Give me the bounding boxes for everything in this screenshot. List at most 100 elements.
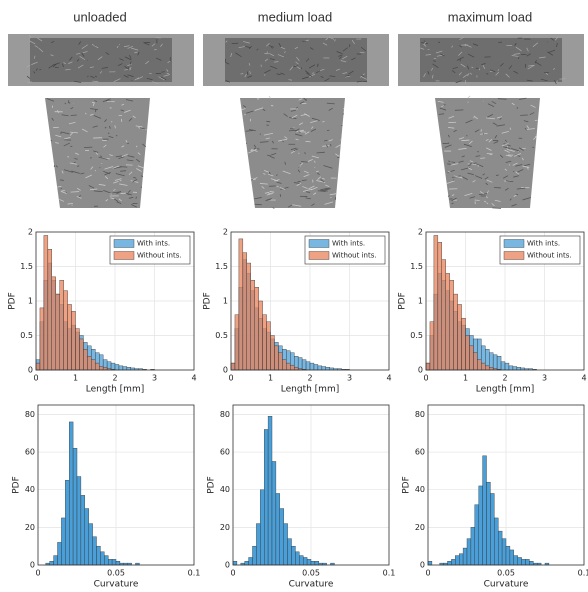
hist-bar (473, 352, 478, 371)
scan-fiber (548, 49, 556, 53)
specimen-scan (398, 34, 584, 86)
volume-fiber (334, 197, 337, 201)
volume-fiber (61, 114, 69, 117)
volume-fiber (492, 122, 497, 126)
volume-fiber (516, 187, 526, 190)
x-tick-label: 1 (73, 374, 78, 383)
volume-fiber (320, 189, 328, 192)
scan-fiber (432, 63, 439, 68)
hist-bar (122, 366, 128, 371)
scan-fiber (161, 71, 165, 73)
hist-bar (126, 367, 131, 371)
volume-fiber (505, 160, 512, 163)
hist-bar (83, 349, 88, 371)
scan-fiber (342, 47, 348, 52)
volume-fiber (504, 139, 508, 142)
specimen-scan (203, 34, 389, 86)
hist-bar (490, 493, 495, 566)
scan-fiber (296, 56, 300, 61)
hist-bar (482, 455, 487, 566)
scan-fiber (101, 67, 108, 69)
scan-fiber (97, 56, 103, 61)
scan-fiber (316, 63, 319, 66)
volume-fiber (266, 198, 271, 201)
x-tick-label: 1 (268, 374, 273, 383)
hist-bar (254, 287, 259, 371)
scan-fiber (79, 55, 86, 61)
volume-fiber (486, 191, 489, 194)
volume-fiber (90, 166, 94, 170)
hist-bar (509, 549, 514, 566)
volume-fiber (65, 192, 68, 194)
volume-fiber (447, 169, 455, 173)
volume-fiber (507, 149, 515, 152)
volume-fiber (503, 143, 511, 147)
scan-fiber (556, 42, 558, 48)
volume-fiber (137, 165, 144, 169)
volume-fiber (508, 164, 511, 166)
y-tick-label: 0.5 (215, 331, 228, 340)
scan-fiber (152, 81, 159, 85)
volume-fiber (324, 201, 334, 205)
scan-fiber (513, 53, 520, 55)
volume-fiber (93, 190, 103, 193)
hist-bar (462, 547, 468, 566)
volume-fiber (523, 120, 529, 123)
hist-bar (478, 485, 483, 566)
scan-fiber (431, 67, 433, 71)
hist-bar (303, 557, 308, 566)
hist-bar (474, 504, 479, 566)
volume-fiber (88, 185, 95, 189)
scan-fiber (129, 66, 132, 71)
x-tick-label: 4 (191, 374, 196, 383)
axes-box (37, 404, 195, 566)
scan-fiber (526, 79, 533, 82)
volume-fiber (447, 171, 451, 173)
scan-fiber (48, 64, 55, 69)
volume-fiber (253, 147, 260, 150)
volume-fiber (494, 199, 501, 202)
hist-bar (250, 280, 255, 371)
volume-fiber (90, 108, 99, 110)
volume-fiber (497, 98, 507, 100)
volume-fiber (290, 109, 296, 112)
volume-fiber (515, 193, 519, 196)
volume-fiber (70, 114, 77, 116)
hist-bar (111, 559, 117, 566)
volume-fiber (60, 131, 70, 135)
hist-bar (455, 555, 460, 566)
scan-fiber (160, 43, 163, 47)
hist-bar (469, 345, 474, 371)
scan-fiber (155, 36, 161, 39)
hist-bar (306, 559, 312, 566)
scan-fiber (27, 81, 32, 84)
y-tick-label: 1 (223, 297, 228, 306)
volume-fiber (115, 173, 125, 177)
scan-fiber (459, 36, 465, 40)
volume-fiber (310, 120, 318, 123)
volume-fiber (46, 98, 55, 102)
scan-fiber (231, 42, 239, 44)
axes-box (425, 231, 585, 371)
volume-fiber (118, 156, 125, 160)
volume-fiber (504, 187, 509, 191)
y-tick-label: 2 (418, 228, 423, 237)
volume-fiber (499, 117, 502, 120)
volume-fiber (67, 202, 74, 205)
scan-fiber (277, 54, 285, 58)
y-tick-label: 2 (223, 228, 228, 237)
volume-fiber (523, 163, 531, 167)
volume-fiber (485, 196, 488, 199)
scan-fiber (105, 52, 110, 55)
volume-fiber (448, 115, 455, 119)
y-axis-label: PDF (12, 476, 22, 494)
scan-fiber (52, 63, 57, 68)
hist-bar (246, 262, 251, 371)
volume-fiber (468, 140, 473, 145)
scan-fiber (245, 46, 251, 48)
volume-fiber (444, 144, 452, 148)
hist-bar (477, 359, 482, 371)
volume-fiber (464, 192, 473, 197)
scan-fiber (266, 43, 270, 47)
volume-fiber (284, 136, 288, 139)
